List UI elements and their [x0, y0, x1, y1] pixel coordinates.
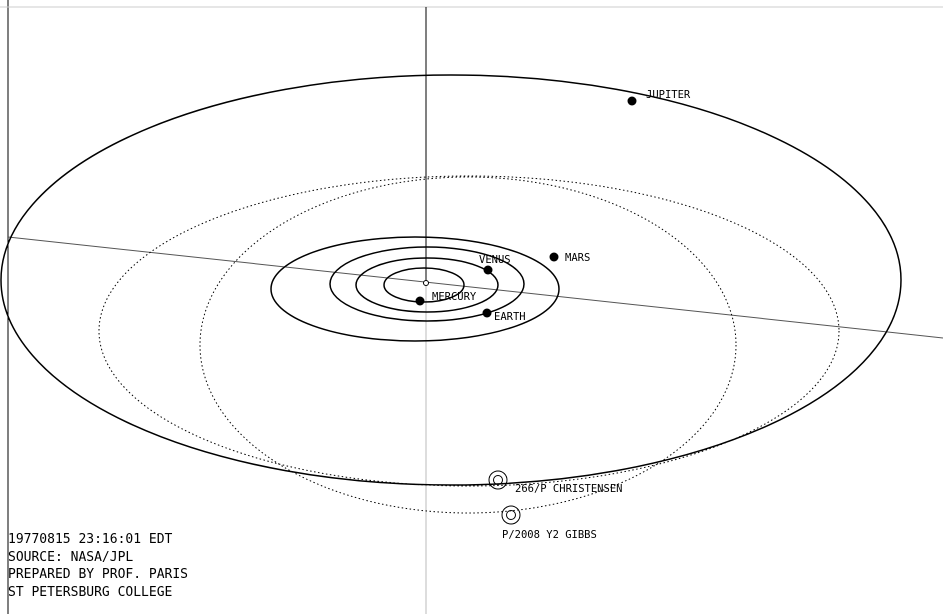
ecliptic-line	[7, 236, 943, 339]
planet-mars-label: MARS	[565, 252, 590, 264]
comet-gibbs-marker	[501, 505, 521, 525]
caption-source: SOURCE: NASA/JPL	[8, 549, 134, 565]
orbit-mars	[270, 236, 560, 342]
comet-christensen-marker	[488, 470, 508, 490]
planet-venus-marker	[483, 265, 493, 275]
caption-datetime: 19770815 23:16:01 EDT	[8, 532, 173, 547]
planet-earth-label: EARTH	[494, 311, 526, 323]
caption-prepared-by: PREPARED BY PROF. PARIS	[8, 567, 189, 582]
orbit-jupiter	[0, 74, 902, 486]
sun-marker	[423, 280, 429, 286]
planet-mercury-label: MERCURY	[432, 291, 477, 303]
planet-jupiter-label: JUPITER	[646, 89, 691, 101]
planet-mars-marker	[549, 252, 559, 262]
caption-institution: ST PETERSBURG COLLEGE	[8, 584, 173, 600]
planet-earth-marker	[482, 308, 492, 318]
planet-venus-label: VENUS	[479, 254, 511, 266]
orbit-earth	[329, 246, 525, 322]
planet-jupiter-marker	[627, 96, 637, 106]
comet-christensen-label: 266/P CHRISTENSEN	[515, 483, 622, 495]
planet-mercury-marker	[415, 296, 425, 306]
caption-block: 19770815 23:16:01 EDT SOURCE: NASA/JPL P…	[8, 531, 188, 601]
comet-orbit-gibbs	[199, 176, 737, 514]
comet-orbit-christensen	[98, 175, 840, 487]
orbit-venus	[355, 257, 499, 313]
comet-gibbs-label: P/2008 Y2 GIBBS	[502, 529, 597, 541]
